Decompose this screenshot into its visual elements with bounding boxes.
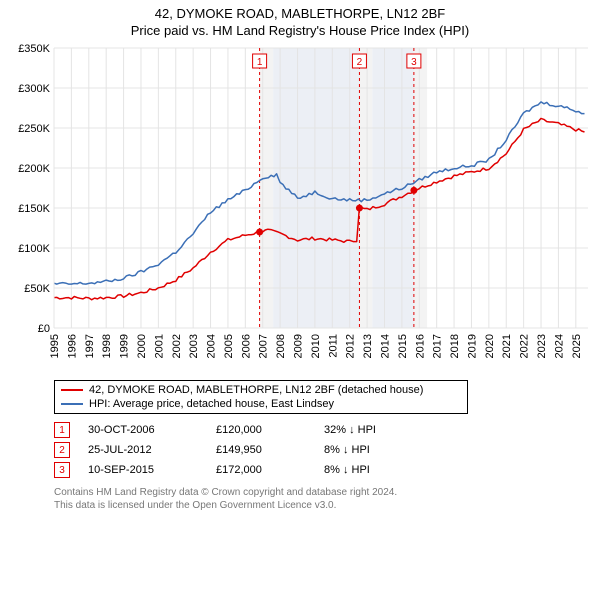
svg-text:2018: 2018 <box>449 334 461 358</box>
marker-row: 1 30-OCT-2006 £120,000 32% ↓ HPI <box>54 420 592 440</box>
svg-text:1995: 1995 <box>49 334 61 358</box>
svg-text:£50K: £50K <box>24 283 50 295</box>
price-chart: £0 £50K £100K £150K £200K £250K £300K £350K 1995… <box>8 44 592 374</box>
svg-text:2009: 2009 <box>293 334 305 358</box>
svg-text:2011: 2011 <box>327 334 339 358</box>
svg-text:2020: 2020 <box>484 334 496 358</box>
svg-text:2: 2 <box>357 57 363 68</box>
svg-text:3: 3 <box>411 57 417 68</box>
legend-box: 42, DYMOKE ROAD, MABLETHORPE, LN12 2BF (… <box>54 380 468 414</box>
svg-text:2025: 2025 <box>571 334 583 358</box>
svg-text:2006: 2006 <box>240 334 252 358</box>
svg-text:£350K: £350K <box>18 44 50 55</box>
svg-text:2022: 2022 <box>519 334 531 358</box>
chart-container: 42, DYMOKE ROAD, MABLETHORPE, LN12 2BF P… <box>0 0 600 590</box>
svg-text:2024: 2024 <box>553 334 565 358</box>
svg-text:1: 1 <box>257 57 263 68</box>
svg-text:2016: 2016 <box>414 334 426 358</box>
marker-table: 1 30-OCT-2006 £120,000 32% ↓ HPI 2 25-JUL-201… <box>54 420 592 480</box>
svg-text:1998: 1998 <box>101 334 113 358</box>
marker-date: 30-OCT-2006 <box>88 424 188 436</box>
svg-text:2014: 2014 <box>379 334 391 358</box>
svg-text:£300K: £300K <box>18 83 50 95</box>
svg-text:2017: 2017 <box>432 334 444 358</box>
footer-line2: This data is licensed under the Open Gov… <box>54 499 592 512</box>
marker-date: 10-SEP-2015 <box>88 464 188 476</box>
legend-label: HPI: Average price, detached house, East… <box>89 398 334 410</box>
marker-badge: 3 <box>54 462 70 478</box>
svg-text:2019: 2019 <box>466 334 478 358</box>
marker-price: £120,000 <box>216 424 296 436</box>
svg-text:2013: 2013 <box>362 334 374 358</box>
svg-text:2001: 2001 <box>153 334 165 358</box>
svg-text:£100K: £100K <box>18 243 50 255</box>
marker-pct: 8% ↓ HPI <box>324 464 424 476</box>
svg-text:£250K: £250K <box>18 123 50 135</box>
marker-pct: 32% ↓ HPI <box>324 424 424 436</box>
svg-text:2004: 2004 <box>206 334 218 358</box>
marker-row: 3 10-SEP-2015 £172,000 8% ↓ HPI <box>54 460 592 480</box>
legend-swatch <box>61 389 83 391</box>
svg-text:£0: £0 <box>38 323 50 335</box>
legend-row: 42, DYMOKE ROAD, MABLETHORPE, LN12 2BF (… <box>61 383 461 397</box>
footer-line1: Contains HM Land Registry data © Crown c… <box>54 486 592 499</box>
legend-swatch <box>61 403 83 405</box>
svg-text:1999: 1999 <box>119 334 131 358</box>
svg-text:2000: 2000 <box>136 334 148 358</box>
marker-date: 25-JUL-2012 <box>88 444 188 456</box>
svg-text:£150K: £150K <box>18 203 50 215</box>
marker-row: 2 25-JUL-2012 £149,950 8% ↓ HPI <box>54 440 592 460</box>
title-block: 42, DYMOKE ROAD, MABLETHORPE, LN12 2BF P… <box>8 6 592 44</box>
marker-price: £149,950 <box>216 444 296 456</box>
legend-label: 42, DYMOKE ROAD, MABLETHORPE, LN12 2BF (… <box>89 384 423 396</box>
svg-text:2010: 2010 <box>310 334 322 358</box>
title-address: 42, DYMOKE ROAD, MABLETHORPE, LN12 2BF <box>8 6 592 21</box>
svg-text:£200K: £200K <box>18 163 50 175</box>
marker-badge: 1 <box>54 422 70 438</box>
chart-area: £0 £50K £100K £150K £200K £250K £300K £350K 1995… <box>8 44 592 374</box>
marker-pct: 8% ↓ HPI <box>324 444 424 456</box>
svg-text:2007: 2007 <box>258 334 270 358</box>
svg-text:1997: 1997 <box>84 334 96 358</box>
footer-attribution: Contains HM Land Registry data © Crown c… <box>54 486 592 512</box>
svg-text:2021: 2021 <box>501 334 513 358</box>
svg-text:2002: 2002 <box>171 334 183 358</box>
svg-text:2015: 2015 <box>397 334 409 358</box>
svg-text:2003: 2003 <box>188 334 200 358</box>
legend-row: HPI: Average price, detached house, East… <box>61 397 461 411</box>
svg-text:2012: 2012 <box>345 334 357 358</box>
svg-text:2023: 2023 <box>536 334 548 358</box>
svg-text:2005: 2005 <box>223 334 235 358</box>
svg-text:2008: 2008 <box>275 334 287 358</box>
marker-badge: 2 <box>54 442 70 458</box>
marker-price: £172,000 <box>216 464 296 476</box>
title-subtitle: Price paid vs. HM Land Registry's House … <box>8 23 592 38</box>
svg-text:1996: 1996 <box>66 334 78 358</box>
